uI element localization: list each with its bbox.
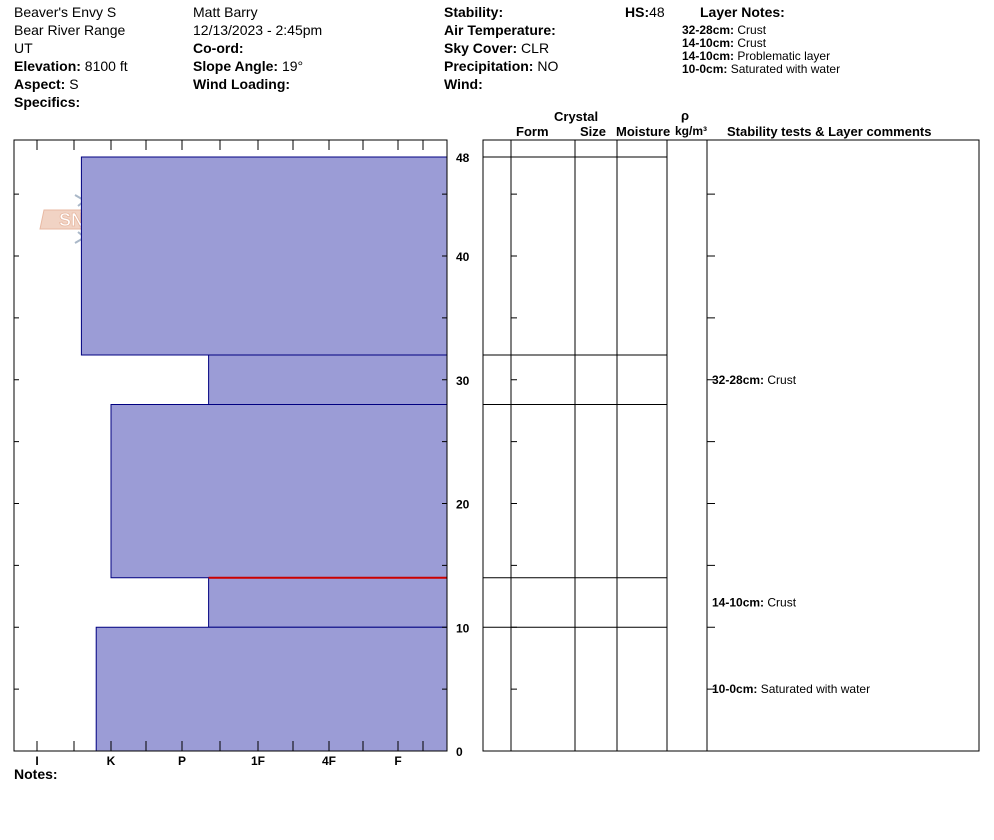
state-name: UT [14,40,33,56]
sky-cover-value: CLR [521,40,550,56]
depth-tick-label: 30 [456,374,470,388]
comments-header: Stability tests & Layer comments [727,124,932,139]
layer-note-range: 32-28cm: [682,23,735,37]
layer-table-frame [482,139,980,752]
moisture-header: Moisture [616,124,671,139]
sky-cover: Sky Cover: CLR [444,40,549,56]
hs-value: 48 [649,4,665,20]
hardness-tick-label: I [35,754,38,768]
elevation: Elevation: 8100 ft [14,58,128,74]
layer-notes-title: Layer Notes: [700,4,785,20]
size-header: Size [580,124,607,139]
layer-note: 14-10cm: Crust [682,37,766,50]
layer-bar [208,354,448,405]
layer-bar [95,626,448,752]
specifics-label: Specifics: [14,94,81,110]
stability-label: Stability: [444,4,504,20]
depth-tick-label: 20 [456,498,470,512]
slope-angle: Slope Angle: 19° [193,58,303,74]
precipitation-value: NO [537,58,559,74]
notes-label: Notes: [14,766,58,782]
layer-note-text: Problematic layer [737,49,831,63]
air-temperature-label: Air Temperature: [444,22,556,38]
layer-comment-range: 14-10cm: [712,596,767,610]
observation-datetime: 12/13/2023 - 2:45pm [193,22,323,38]
layer-note: 14-10cm: Problematic layer [682,50,830,63]
hardness-plot-frame [13,139,448,752]
layer-note-range: 10-0cm: [682,62,728,76]
site-name: Beaver's Envy S [14,4,117,20]
rho-header: ρ [681,108,690,123]
layer-comment-range: 10-0cm: [712,682,761,696]
slope-angle-label: Slope Angle: [193,58,279,74]
hardness-tick-label: K [107,754,116,768]
snow-height: HS:48 [625,4,665,20]
form-header: Form [516,124,549,139]
layer-comment-text: Saturated with water [761,682,870,696]
precipitation: Precipitation: NO [444,58,558,74]
wind-loading-label: Wind Loading: [193,76,291,92]
range-name: Bear River Range [14,22,126,38]
aspect-value: S [69,76,79,92]
depth-tick-label: 40 [456,250,470,264]
layer-comment: 32-28cm: Crust [712,373,797,387]
elevation-label: Elevation: [14,58,81,74]
observer-name: Matt Barry [193,4,258,20]
layer-comment-text: Crust [767,373,796,387]
precipitation-label: Precipitation: [444,58,534,74]
layer-note-text: Saturated with water [730,62,841,76]
layer-bar [208,577,448,628]
layer-comment: 10-0cm: Saturated with water [712,682,870,696]
layer-bar [110,404,448,579]
layer-note-text: Crust [737,36,767,50]
slope-angle-value: 19° [281,58,304,74]
layer-note: 32-28cm: Crust [682,24,766,37]
density-unit-header: kg/m³ [675,124,708,138]
layer-bar [80,156,448,356]
crystal-header: Crystal [554,109,599,124]
hardness-tick-label: P [178,754,186,768]
sky-cover-label: Sky Cover: [444,40,518,56]
layer-note-text: Crust [737,23,767,37]
layer-note: 10-0cm: Saturated with water [682,63,840,76]
depth-tick-label: 0 [456,745,463,759]
aspect: Aspect: S [14,76,79,92]
hardness-tick-label: 4F [322,754,336,768]
layer-comment: 14-10cm: Crust [712,596,797,610]
hardness-tick-label: F [394,754,401,768]
elevation-value: 8100 ft [84,58,128,74]
layer-comment-text: Crust [767,596,796,610]
aspect-label: Aspect: [14,76,66,92]
depth-tick-label: 10 [456,621,470,635]
hs-label: HS: [625,4,650,20]
wind-label: Wind: [444,76,483,92]
hardness-tick-label: 1F [251,754,265,768]
layer-comment-range: 32-28cm: [712,373,767,387]
depth-tick-label: 48 [456,151,470,165]
layer-note-range: 14-10cm: [682,36,735,50]
coord-label: Co-ord: [193,40,244,56]
layer-note-range: 14-10cm: [682,49,735,63]
